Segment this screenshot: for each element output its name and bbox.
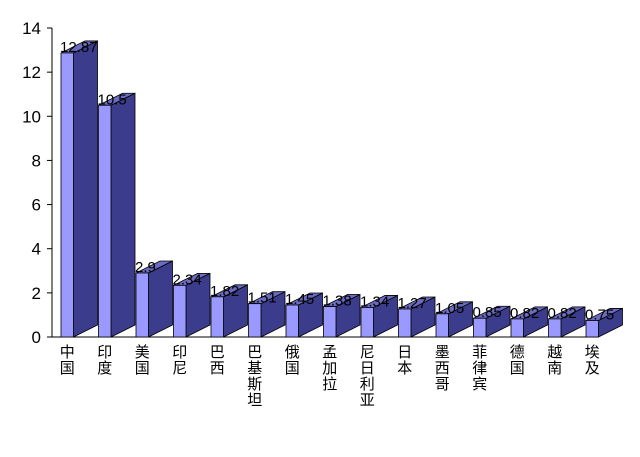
data-label: 0.85 <box>473 304 502 321</box>
data-label: 1.82 <box>210 283 239 300</box>
data-label: 1.05 <box>435 300 464 317</box>
x-tick-label: 俄国 <box>285 343 300 377</box>
x-tick-label: 孟加拉 <box>322 343 337 393</box>
bar-front-face <box>98 104 112 338</box>
bar <box>473 305 511 338</box>
bar-side-face <box>73 40 98 338</box>
bar-front-face <box>435 313 449 338</box>
x-tick-label: 德国 <box>510 343 525 377</box>
bar-front-face <box>510 318 524 338</box>
bar <box>285 292 323 338</box>
bar <box>510 306 548 338</box>
bar-front-face <box>135 272 149 338</box>
data-label: 0.82 <box>510 305 539 322</box>
x-tick-label: 越南 <box>547 343 562 377</box>
bars <box>60 40 623 338</box>
data-label: 0.75 <box>585 306 614 323</box>
bar-side-face <box>110 92 136 338</box>
bar <box>173 272 211 338</box>
x-tick-label: 印尼 <box>172 343 187 377</box>
bar <box>585 307 623 338</box>
x-tick-label: 菲律宾 <box>472 343 487 393</box>
bar <box>323 293 361 338</box>
bar <box>60 40 98 338</box>
bar <box>98 92 136 338</box>
bar-front-face <box>473 317 487 338</box>
data-label: 1.45 <box>285 291 314 308</box>
y-tick-label: 10 <box>22 107 41 126</box>
x-tick-label: 巴西 <box>210 343 225 377</box>
data-label: 0.82 <box>548 305 577 322</box>
bar-front-face <box>398 308 412 338</box>
bar-front-face <box>60 52 74 338</box>
bar-front-face <box>173 284 187 338</box>
x-tick-label: 中国 <box>60 343 75 377</box>
bar <box>360 294 398 338</box>
bar-front-face <box>285 304 299 338</box>
y-tick-label: 2 <box>32 284 41 303</box>
y-tick-label: 6 <box>32 196 41 215</box>
x-tick-label: 巴基斯坦 <box>247 343 262 409</box>
bar-front-face <box>210 296 224 338</box>
data-label: 2.9 <box>135 259 156 276</box>
bar-front-face <box>585 320 599 338</box>
y-tick-label: 0 <box>32 328 41 347</box>
y-tick-label: 14 <box>22 19 41 38</box>
data-label: 1.38 <box>323 293 352 310</box>
bar <box>248 291 286 338</box>
bar-front-face <box>548 318 562 338</box>
x-tick-label: 印度 <box>97 343 112 377</box>
data-label: 12.87 <box>60 39 98 56</box>
x-tick-label: 埃及 <box>585 343 600 377</box>
bar <box>135 260 173 338</box>
data-label: 1.34 <box>360 293 389 310</box>
y-tick-label: 12 <box>22 63 41 82</box>
bar-front-face <box>323 306 337 338</box>
x-tick-label: 墨西哥 <box>435 343 450 393</box>
bar-front-face <box>248 303 262 338</box>
data-label: 2.34 <box>173 271 202 288</box>
data-label: 10.5 <box>98 91 127 108</box>
bar <box>548 306 586 338</box>
x-tick-label: 日本 <box>397 343 412 377</box>
data-labels: 12.87 中国 10.5 印度 2.9 美国 2.34 印尼 1.82 巴西 1.51 巴基斯坦 1.… <box>60 39 614 409</box>
data-label: 1.51 <box>248 290 277 307</box>
y-tick-label: 8 <box>32 151 41 170</box>
y-tick-label: 4 <box>32 240 41 259</box>
bar <box>398 296 436 338</box>
x-tick-label: 美国 <box>135 343 150 377</box>
bar-front-face <box>360 307 374 338</box>
x-tick-label: 尼日利亚 <box>360 343 375 409</box>
bar <box>210 284 248 338</box>
bar <box>435 301 473 338</box>
data-label: 1.27 <box>398 295 427 312</box>
